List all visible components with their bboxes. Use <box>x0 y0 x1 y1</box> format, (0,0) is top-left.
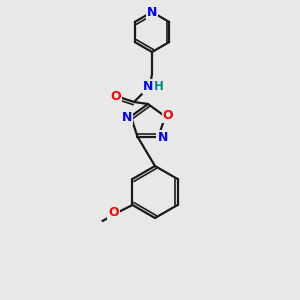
Text: H: H <box>154 80 164 92</box>
Text: O: O <box>163 109 173 122</box>
Text: N: N <box>147 5 157 19</box>
Text: N: N <box>158 131 168 144</box>
Text: N: N <box>122 111 132 124</box>
Text: O: O <box>111 89 121 103</box>
Text: O: O <box>108 206 119 220</box>
Text: N: N <box>143 80 153 92</box>
